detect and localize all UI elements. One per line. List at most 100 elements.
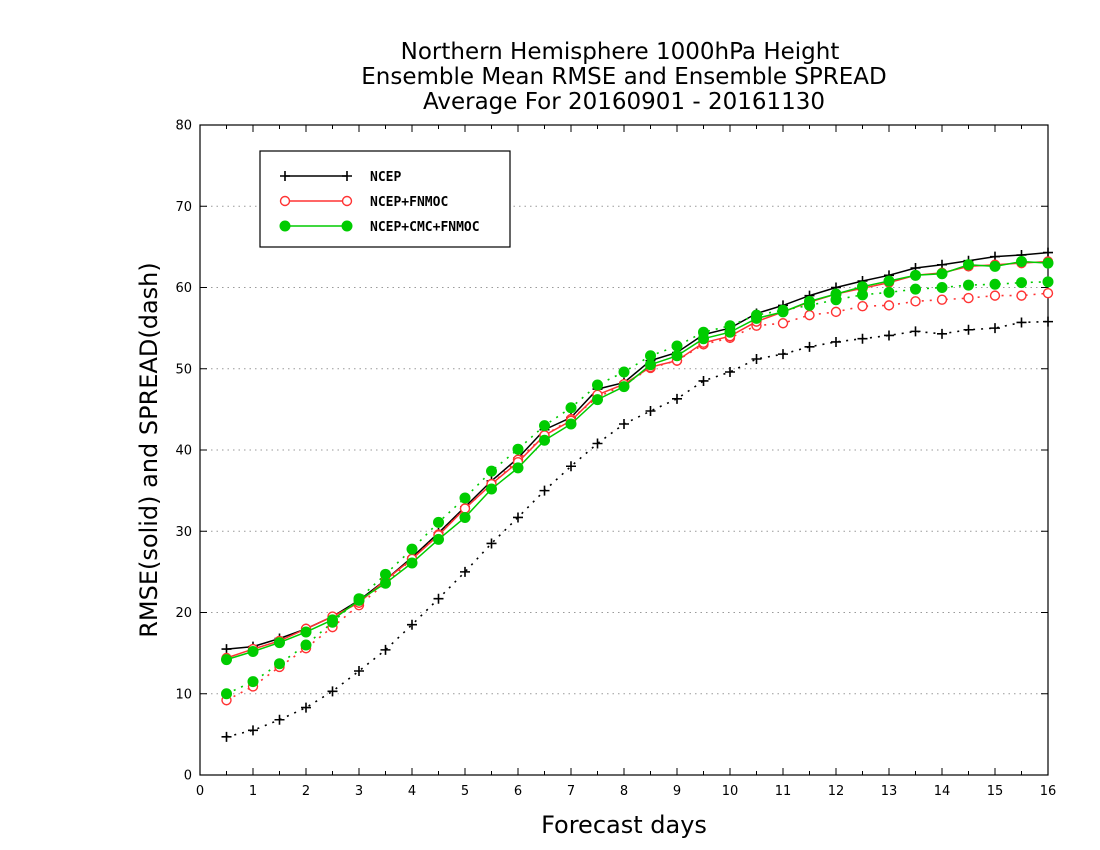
rmse-point (830, 288, 842, 300)
rmse-point (645, 359, 656, 371)
x-tick-label: 0 (196, 784, 204, 799)
spread-point (645, 406, 656, 416)
spread-point (566, 461, 576, 472)
spread-point (407, 619, 417, 630)
spread-point (565, 402, 577, 414)
spread-point (989, 290, 1001, 301)
legend-box (259, 150, 511, 248)
y-tick-label: 20 (175, 606, 192, 621)
spread-point (486, 465, 497, 477)
rmse-line-ncep-fnmoc (226, 260, 1049, 659)
spread-point (1042, 287, 1054, 299)
rmse-point (247, 646, 259, 657)
spread-point (936, 282, 948, 293)
spread-point (936, 294, 948, 305)
rmse-point (751, 312, 762, 324)
legend-item-ncep-fnmoc: NCEP+FNMOC (279, 195, 448, 210)
spread-point (1016, 317, 1027, 328)
spread-line-ncep (226, 320, 1049, 738)
x-tick-label: 10 (722, 784, 739, 799)
spread-point (937, 328, 947, 339)
rmse-line-ncep (226, 251, 1049, 650)
y-tick-label: 80 (175, 119, 192, 134)
rmse-point (221, 644, 232, 655)
spread-line-ncep-cmc-fnmoc (226, 281, 1049, 695)
x-tick-label: 8 (620, 784, 628, 799)
spread-point (1016, 290, 1027, 301)
legend-marker (342, 171, 352, 181)
spread-point (830, 306, 842, 318)
rmse-point (486, 483, 497, 495)
spread-point (989, 278, 1001, 290)
spread-point (301, 702, 311, 713)
legend-item-ncep-cmc-fnmoc: NCEP+CMC+FNMOC (279, 220, 480, 235)
x-tick-label: 13 (881, 784, 898, 799)
spread-point (777, 318, 789, 329)
rmse-point (1016, 256, 1027, 267)
spread-point (221, 731, 232, 742)
x-tick-label: 6 (514, 784, 522, 799)
spread-point (248, 725, 258, 736)
spread-point (327, 686, 338, 697)
legend-marker (279, 220, 291, 232)
rmse-line-ncep-cmc-fnmoc (226, 260, 1049, 661)
spread-point (672, 393, 682, 404)
spread-point (698, 375, 709, 386)
spread-point (221, 688, 232, 700)
title-line-2: Ensemble Mean RMSE and Ensemble SPREAD (361, 64, 886, 90)
x-tick-label: 2 (302, 784, 310, 799)
rmse-point (910, 269, 921, 281)
spread-point (857, 333, 868, 344)
spread-point (1042, 276, 1054, 288)
rmse-point (698, 333, 709, 345)
spread-point (354, 666, 364, 676)
spread-point (963, 292, 974, 304)
x-tick-label: 4 (408, 784, 416, 799)
rmse-point (592, 394, 603, 406)
spread-point (300, 639, 312, 651)
x-tick-label: 3 (355, 784, 363, 799)
spread-point (592, 379, 603, 391)
rmse-point (459, 503, 471, 514)
rmse-point (459, 511, 471, 523)
rmse-point (857, 281, 868, 293)
rmse-point (804, 295, 815, 307)
rmse-point (883, 275, 895, 287)
rmse-point (936, 268, 948, 280)
y-tick-label: 60 (175, 281, 192, 296)
x-tick-label: 9 (673, 784, 681, 799)
legend-marker (341, 220, 353, 232)
x-tick-label: 7 (567, 784, 575, 799)
spread-point (804, 309, 815, 321)
spread-point (963, 324, 974, 335)
rmse-point (1043, 247, 1053, 258)
x-tick-label: 1 (249, 784, 257, 799)
spread-point (618, 366, 630, 378)
legend-item-ncep: NCEP (280, 170, 401, 185)
rmse-point (406, 557, 418, 569)
series-lines (221, 247, 1054, 742)
spread-point (804, 341, 815, 352)
rmse-point (565, 418, 577, 430)
y-tick-label: 50 (175, 362, 192, 377)
series-ncep-fnmoc (221, 256, 1054, 706)
legend: NCEP NCEP+FNMOC NCEP+CMC+FNMOC (259, 150, 511, 248)
title-line-1: Northern Hemisphere 1000hPa Height (401, 39, 840, 65)
spread-point (459, 492, 471, 504)
y-axis-label: RMSE(solid) and SPREAD(dash) (135, 262, 163, 638)
rmse-point (300, 626, 312, 638)
rmse-point (618, 381, 630, 393)
spread-point (486, 538, 497, 549)
spread-point (831, 336, 841, 347)
spread-point (910, 283, 921, 295)
spread-point (857, 300, 868, 312)
chart-title: Northern Hemisphere 1000hPa Height Ensem… (361, 39, 886, 115)
x-tick-label: 15 (987, 784, 1004, 799)
spread-point (513, 512, 523, 523)
spread-line-ncep-fnmoc (226, 292, 1049, 702)
rmse-point (963, 259, 974, 271)
spread-point (910, 326, 921, 337)
x-tick-label: 12 (828, 784, 845, 799)
spread-point (751, 354, 762, 364)
